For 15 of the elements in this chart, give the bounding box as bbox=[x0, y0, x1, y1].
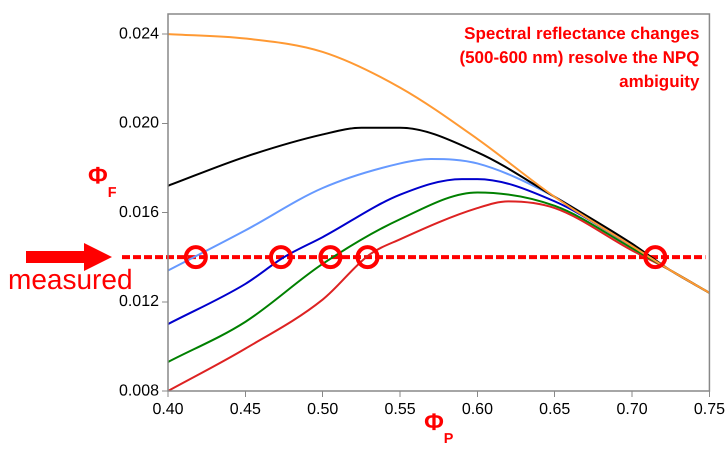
annotation: Spectral reflectance changes (500-600 nm) resolve the NPQ ambiguity bbox=[459, 24, 700, 92]
x-tick-label: 0.75 bbox=[694, 401, 726, 418]
y-tick-label: 0.016 bbox=[118, 204, 160, 221]
y-tick-label: 0.012 bbox=[118, 293, 160, 310]
y-tick-label: 0.008 bbox=[118, 382, 160, 400]
x-tick-label: 0.65 bbox=[539, 401, 570, 418]
y-tick-label: 0.024 bbox=[118, 25, 160, 42]
x-tick-label: 0.60 bbox=[462, 401, 494, 418]
x-tick-label: 0.50 bbox=[307, 401, 338, 418]
x-tick-label: 0.70 bbox=[616, 401, 648, 418]
ref-line-label: measured bbox=[8, 264, 133, 295]
x-tick-label: 0.40 bbox=[152, 401, 184, 418]
x-tick-label: 0.45 bbox=[230, 401, 262, 418]
x-tick-label: 0.55 bbox=[384, 401, 416, 418]
y-tick-label: 0.020 bbox=[118, 114, 160, 132]
